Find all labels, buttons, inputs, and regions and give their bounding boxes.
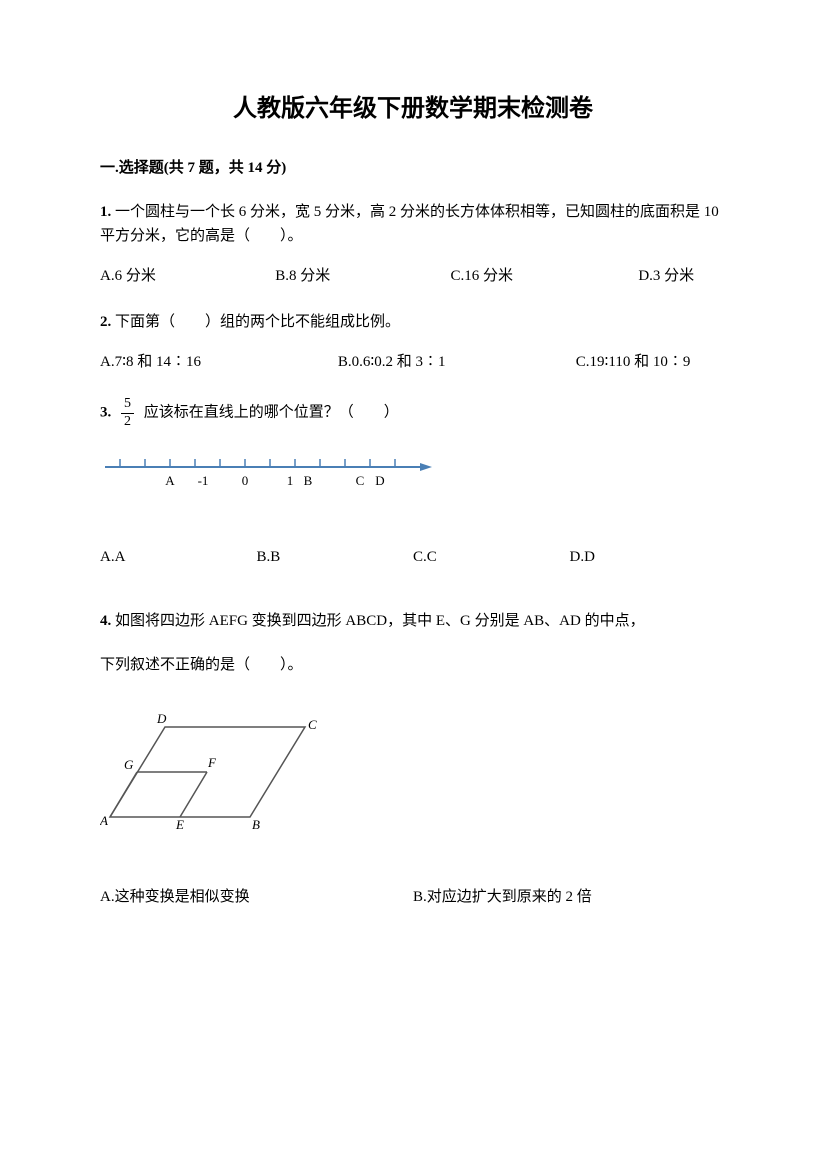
q3-text: 3. 5 2 应该标在直线上的哪个位置？（ ） (100, 396, 726, 431)
q4-text-2: 下列叙述不正确的是（ ）。 (100, 653, 726, 677)
q2-text: 2. 下面第（ ）组的两个比不能组成比例。 (100, 310, 726, 334)
q3-opt-d: D.D (570, 545, 727, 569)
diag-label-b: B (252, 817, 260, 832)
q1-text: 1. 一个圆柱与一个长 6 分米，宽 5 分米，高 2 分米的长方体体积相等，已… (100, 200, 726, 248)
q1-options: A.6 分米 B.8 分米 C.16 分米 D.3 分米 (100, 264, 726, 288)
q1-opt-a: A.6 分米 (100, 264, 275, 288)
numline-label-0: 0 (242, 473, 249, 488)
q2-options: A.7∶8 和 14∶16 B.0.6∶0.2 和 3∶1 C.19∶110 和… (100, 350, 726, 374)
page-title: 人教版六年级下册数学期末检测卷 (100, 90, 726, 128)
numline-label-1: 1 (287, 473, 294, 488)
q4-text-1: 4. 如图将四边形 AEFG 变换到四边形 ABCD，其中 E、G 分别是 AB… (100, 609, 726, 633)
diag-label-d: D (156, 711, 167, 726)
q4-body-1: 如图将四边形 AEFG 变换到四边形 ABCD，其中 E、G 分别是 AB、AD… (111, 613, 644, 629)
q4-opt-b: B.对应边扩大到原来的 2 倍 (413, 885, 726, 909)
number-line: A -1 0 1 B C D (100, 447, 726, 505)
q1-opt-c: C.16 分米 (451, 264, 639, 288)
question-1: 1. 一个圆柱与一个长 6 分米，宽 5 分米，高 2 分米的长方体体积相等，已… (100, 200, 726, 288)
fraction-icon: 5 2 (121, 396, 134, 431)
q4-num: 4. (100, 613, 111, 629)
q3-opt-c: C.C (413, 545, 570, 569)
question-3: 3. 5 2 应该标在直线上的哪个位置？（ ） (100, 396, 726, 569)
q3-options: A.A B.B C.C D.D (100, 545, 726, 569)
q3-opt-b: B.B (257, 545, 414, 569)
q2-opt-a: A.7∶8 和 14∶16 (100, 350, 338, 374)
diag-label-a: A (100, 813, 108, 828)
q4-options: A.这种变换是相似变换 B.对应边扩大到原来的 2 倍 (100, 885, 726, 909)
numline-label-d: D (375, 473, 384, 488)
q1-opt-b: B.8 分米 (275, 264, 450, 288)
numline-label-neg1: -1 (198, 473, 209, 488)
numline-label-b: B (304, 473, 313, 488)
q1-body: 一个圆柱与一个长 6 分米，宽 5 分米，高 2 分米的长方体体积相等，已知圆柱… (100, 204, 719, 244)
parallelogram-diagram: A B C D E F G (100, 707, 726, 845)
q2-opt-c: C.19∶110 和 10∶9 (576, 350, 726, 374)
diag-label-f: F (207, 755, 217, 770)
q1-num: 1. (100, 204, 111, 220)
q1-opt-d: D.3 分米 (638, 264, 726, 288)
numline-label-c: C (356, 473, 365, 488)
question-2: 2. 下面第（ ）组的两个比不能组成比例。 A.7∶8 和 14∶16 B.0.… (100, 310, 726, 374)
diag-label-g: G (124, 757, 134, 772)
q2-body: 下面第（ ）组的两个比不能组成比例。 (111, 314, 400, 330)
frac-den: 2 (121, 414, 134, 431)
q3-body: 应该标在直线上的哪个位置？（ ） (144, 405, 399, 421)
diag-label-e: E (175, 817, 184, 832)
numline-label-a: A (165, 473, 175, 488)
diag-label-c: C (308, 717, 317, 732)
q4-opt-a: A.这种变换是相似变换 (100, 885, 413, 909)
q3-opt-a: A.A (100, 545, 257, 569)
q2-opt-b: B.0.6∶0.2 和 3∶1 (338, 350, 576, 374)
question-4: 4. 如图将四边形 AEFG 变换到四边形 ABCD，其中 E、G 分别是 AB… (100, 609, 726, 909)
q2-num: 2. (100, 314, 111, 330)
q3-num: 3. (100, 405, 111, 421)
frac-num: 5 (121, 396, 134, 414)
section-header: 一.选择题(共 7 题，共 14 分) (100, 156, 726, 180)
